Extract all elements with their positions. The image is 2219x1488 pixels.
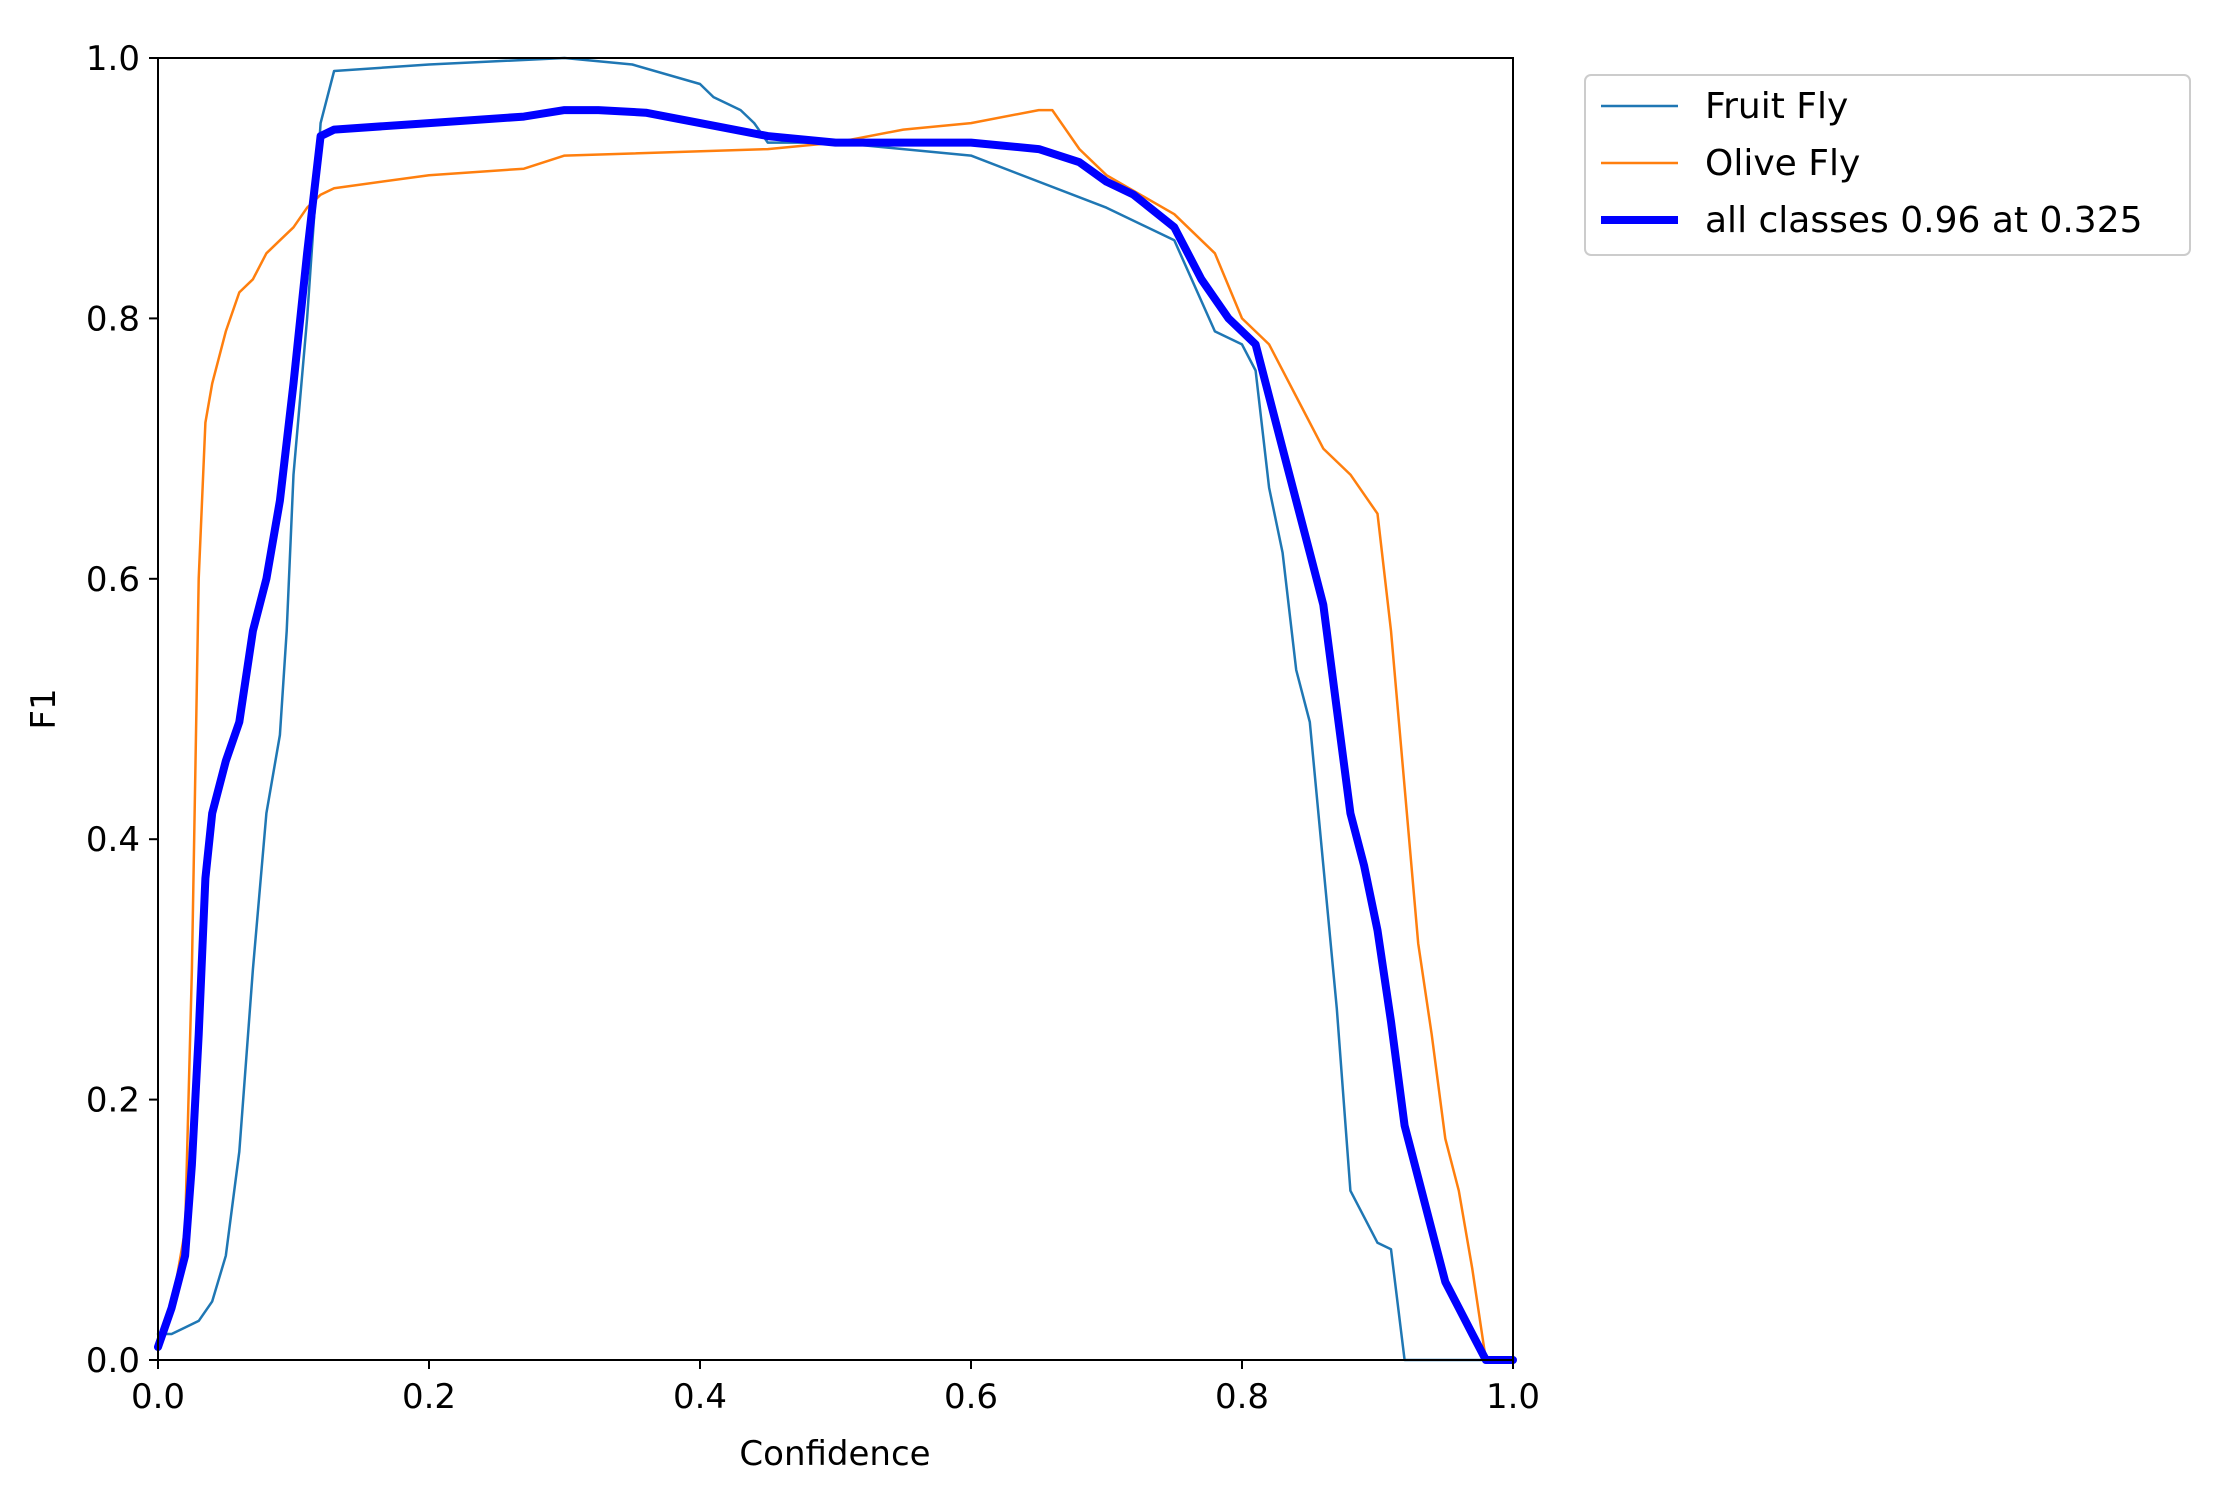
plot-area xyxy=(158,58,1513,1360)
series-layer xyxy=(154,56,1517,1364)
legend-label: all classes 0.96 at 0.325 xyxy=(1705,200,2143,241)
legend-box xyxy=(1584,74,2191,256)
y-tick-label: 0.4 xyxy=(86,820,140,860)
x-tick-label: 1.0 xyxy=(1486,1377,1540,1417)
x-tick-label: 0.0 xyxy=(131,1377,185,1417)
series-line-olive-fly xyxy=(156,108,1515,1362)
x-axis-ticks: 0.0 0.2 0.4 0.6 0.8 1.0 xyxy=(131,1360,1540,1417)
legend: Fruit Fly Olive Fly all classes 0.96 at 0.… xyxy=(1584,74,2191,256)
x-tick-label: 0.6 xyxy=(944,1377,998,1417)
x-axis-label: Confidence xyxy=(739,1434,930,1474)
legend-label: Olive Fly xyxy=(1705,143,1860,184)
y-axis-label: F1 xyxy=(24,688,64,729)
y-tick-label: 0.6 xyxy=(86,560,140,600)
x-tick-label: 0.2 xyxy=(402,1377,456,1417)
y-tick-label: 0.0 xyxy=(86,1341,140,1381)
y-tick-label: 1.0 xyxy=(86,39,140,79)
legend-label: Fruit Fly xyxy=(1705,86,1848,127)
x-tick-label: 0.8 xyxy=(1215,1377,1269,1417)
x-tick-label: 0.4 xyxy=(673,1377,727,1417)
plot-frame xyxy=(157,57,1514,1361)
series-line-all-classes-0-96-at-0-325 xyxy=(154,106,1517,1364)
y-tick-label: 0.8 xyxy=(86,299,140,339)
y-tick-label: 0.2 xyxy=(86,1081,140,1121)
y-axis-ticks: 0.0 0.2 0.4 0.6 0.8 1.0 xyxy=(86,39,158,1381)
series-line-fruit-fly xyxy=(156,56,1515,1362)
